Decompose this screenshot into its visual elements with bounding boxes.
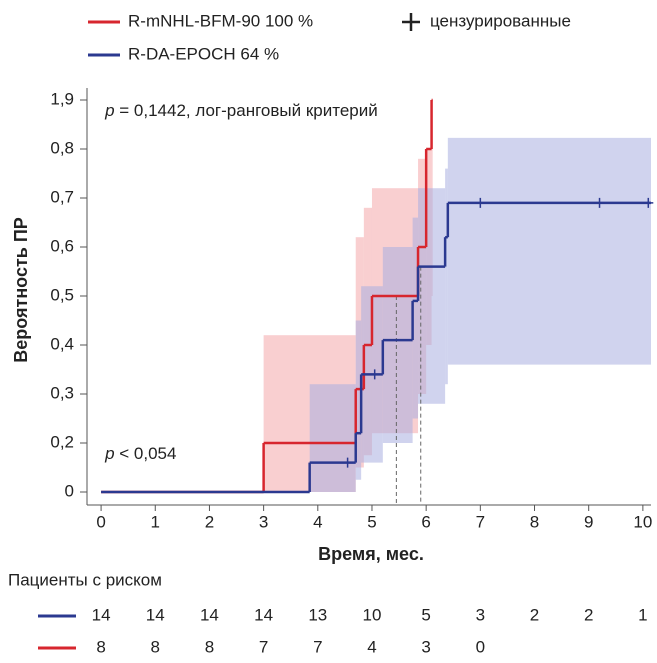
risk-count: 1 bbox=[638, 605, 647, 624]
y-tick-label: 0,4 bbox=[50, 334, 74, 353]
annotation-var: p bbox=[104, 444, 114, 463]
x-tick-label: 8 bbox=[530, 512, 539, 531]
y-tick-label: 0,8 bbox=[50, 138, 74, 157]
risk-count: 14 bbox=[92, 605, 111, 624]
censor-mark bbox=[475, 197, 486, 208]
y-tick-label: 0 bbox=[65, 481, 74, 500]
risk-count: 3 bbox=[421, 637, 430, 656]
risk-count: 5 bbox=[421, 605, 430, 624]
y-tick-label: 0,7 bbox=[50, 187, 74, 206]
annotation: p = 0,1442, лог-ранговый критерий bbox=[104, 101, 378, 120]
x-tick-label: 5 bbox=[367, 512, 376, 531]
risk-count: 8 bbox=[96, 637, 105, 656]
risk-count: 2 bbox=[530, 605, 539, 624]
annotation-text: < 0,054 bbox=[115, 444, 177, 463]
x-tick-label: 4 bbox=[313, 512, 322, 531]
risk-count: 14 bbox=[200, 605, 219, 624]
risk-count: 8 bbox=[205, 637, 214, 656]
risk-count: 8 bbox=[151, 637, 160, 656]
legend-label: цензурированные bbox=[430, 11, 571, 30]
legend-label: R-DA-EPOCH 64 % bbox=[128, 44, 279, 63]
annotation-var: p bbox=[104, 101, 114, 120]
censor-mark bbox=[594, 197, 605, 208]
censor-mark bbox=[643, 197, 654, 208]
y-axis-label: Вероятность ПР bbox=[11, 217, 31, 363]
ci-band bbox=[447, 137, 651, 365]
ci-band bbox=[418, 188, 446, 404]
censor-mark bbox=[369, 369, 380, 380]
x-tick-label: 7 bbox=[476, 512, 485, 531]
risk-count: 10 bbox=[363, 605, 382, 624]
x-tick-label: 3 bbox=[259, 512, 268, 531]
risk-count: 3 bbox=[476, 605, 485, 624]
x-tick-label: 1 bbox=[151, 512, 160, 531]
risk-count: 7 bbox=[313, 637, 322, 656]
ci-band bbox=[382, 247, 413, 443]
y-tick-label: 0,5 bbox=[50, 285, 74, 304]
risk-title: Пациенты с риском bbox=[8, 570, 162, 589]
ci-band bbox=[412, 217, 419, 419]
x-tick-label: 6 bbox=[421, 512, 430, 531]
ci-band bbox=[355, 320, 362, 480]
risk-count: 0 bbox=[476, 637, 485, 656]
ci-band bbox=[445, 168, 448, 385]
x-tick-label: 2 bbox=[205, 512, 214, 531]
annotation: p < 0,054 bbox=[104, 444, 176, 463]
x-tick-label: 9 bbox=[584, 512, 593, 531]
risk-count: 7 bbox=[259, 637, 268, 656]
annotation-text: = 0,1442, лог-ранговый критерий bbox=[115, 101, 378, 120]
risk-count: 14 bbox=[146, 605, 165, 624]
legend-censor bbox=[402, 13, 420, 31]
risk-count: 14 bbox=[254, 605, 273, 624]
x-axis-label: Время, мес. bbox=[318, 544, 424, 564]
risk-count: 2 bbox=[584, 605, 593, 624]
y-tick-label: 1,9 bbox=[50, 89, 74, 108]
y-tick-label: 0,3 bbox=[50, 383, 74, 402]
censor-mark bbox=[342, 457, 353, 468]
risk-count: 4 bbox=[367, 637, 376, 656]
y-tick-label: 0,2 bbox=[50, 432, 74, 451]
ci-band bbox=[309, 384, 356, 492]
y-tick-label: 0,6 bbox=[50, 236, 74, 255]
x-tick-label: 10 bbox=[633, 512, 652, 531]
legend-label: R-mNHL-BFM-90 100 % bbox=[128, 11, 313, 30]
risk-count: 13 bbox=[308, 605, 327, 624]
x-tick-label: 0 bbox=[96, 512, 105, 531]
